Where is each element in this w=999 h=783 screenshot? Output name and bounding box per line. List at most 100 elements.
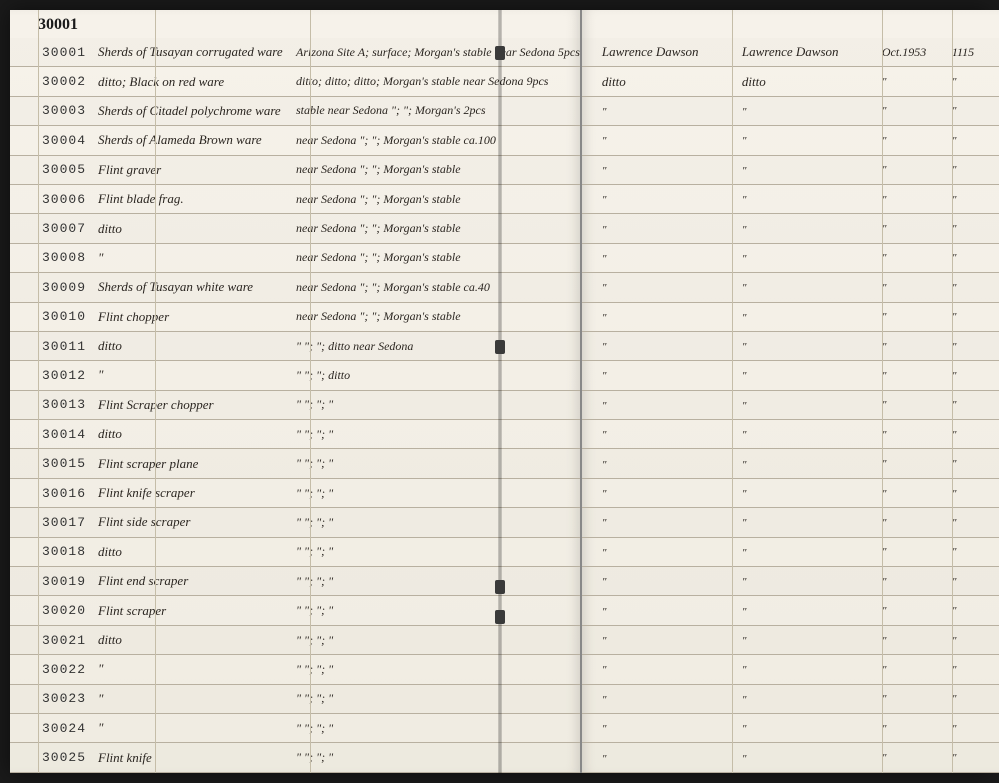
ledger-row: 30023 " " "; "; " [10,685,580,714]
row-collector: " [582,691,732,707]
ledger-row: " " " " [582,303,999,332]
row-date: " [882,662,952,677]
ledger-row: 30003 Sherds of Citadel polychrome ware … [10,97,580,126]
row-donor: " [732,103,882,119]
row-location: " "; "; " [290,603,580,618]
row-collector: " [582,221,732,237]
row-date: Oct.1953 [882,45,952,60]
row-collector: " [582,720,732,736]
ledger-row: 30007 ditto near Sedona "; "; Morgan's s… [10,214,580,243]
ledger-row: 30012 " " "; "; ditto [10,361,580,390]
ledger-row: 30015 Flint scraper plane " "; "; " [10,449,580,478]
binding-clip [495,340,505,354]
row-date: " [882,397,952,412]
row-collector: " [582,544,732,560]
column-rule [882,10,883,773]
row-number: " [952,280,999,295]
row-location: " "; "; ditto near Sedona [290,339,580,354]
ledger-row: 30006 Flint blade frag. near Sedona "; "… [10,185,580,214]
row-location: " "; "; " [290,662,580,677]
ledger-row: ditto ditto " " [582,67,999,96]
ledger-row: " " " " [582,273,999,302]
column-rule [38,10,39,773]
row-description: Flint chopper [90,309,290,325]
row-location: " "; "; " [290,397,580,412]
row-donor: " [732,661,882,677]
ledger-row: " " " " [582,449,999,478]
binding-clip [495,580,505,594]
row-collector: " [582,279,732,295]
ledger-row: 30024 " " "; "; " [10,714,580,743]
row-description: ditto [90,632,290,648]
ledger-row: 30005 Flint graver near Sedona "; "; Mor… [10,156,580,185]
row-id: 30022 [10,662,90,677]
ledger-row: 30018 ditto " "; "; " [10,538,580,567]
row-collector: Lawrence Dawson [582,44,732,60]
row-location: near Sedona "; "; Morgan's stable ca.40 [290,280,580,295]
row-date: " [882,691,952,706]
row-number: " [952,339,999,354]
row-location: " "; "; " [290,574,580,589]
row-collector: ditto [582,74,732,90]
row-donor: " [732,456,882,472]
row-id: 30007 [10,221,90,236]
row-number: " [952,750,999,765]
row-location: " "; "; " [290,691,580,706]
row-donor: " [732,338,882,354]
row-collector: " [582,367,732,383]
row-number: 1115 [952,45,999,60]
row-collector: " [582,426,732,442]
row-id: 30006 [10,192,90,207]
row-description: Flint graver [90,162,290,178]
row-number: " [952,397,999,412]
row-number: " [952,192,999,207]
ledger-row: " " " " [582,743,999,772]
row-donor: " [732,397,882,413]
row-number: " [952,309,999,324]
row-location: near Sedona "; "; Morgan's stable [290,221,580,236]
row-description: ditto [90,221,290,237]
column-rule [310,10,311,773]
row-collector: " [582,250,732,266]
row-donor: " [732,279,882,295]
ledger-row: 30004 Sherds of Alameda Brown ware near … [10,126,580,155]
row-number: " [952,221,999,236]
row-date: " [882,603,952,618]
row-id: 30023 [10,691,90,706]
row-number: " [952,133,999,148]
row-collector: " [582,603,732,619]
ledger-row: 30025 Flint knife " "; "; " [10,743,580,772]
row-date: " [882,221,952,236]
row-description: Sherds of Alameda Brown ware [90,132,290,148]
ledger-row: " " " " [582,508,999,537]
row-id: 30002 [10,74,90,89]
row-donor: " [732,603,882,619]
row-date: " [882,456,952,471]
column-rule [732,10,733,773]
right-page: Lawrence Dawson Lawrence Dawson Oct.1953… [582,10,999,773]
row-number: " [952,721,999,736]
row-collector: " [582,397,732,413]
row-donor: Lawrence Dawson [732,44,882,60]
row-date: " [882,427,952,442]
row-date: " [882,280,952,295]
ledger-row: Lawrence Dawson Lawrence Dawson Oct.1953… [582,38,999,67]
row-number: " [952,103,999,118]
row-donor: " [732,691,882,707]
row-description: " [90,250,290,266]
row-description: " [90,661,290,677]
row-id: 30018 [10,544,90,559]
row-number: " [952,662,999,677]
row-number: " [952,515,999,530]
row-description: Flint side scraper [90,514,290,530]
row-description: Flint knife scraper [90,485,290,501]
row-description: Sherds of Tusayan white ware [90,279,290,295]
ledger-row: " " " " [582,97,999,126]
row-location: " "; "; " [290,515,580,530]
row-id: 30004 [10,133,90,148]
row-id: 30014 [10,427,90,442]
row-donor: " [732,573,882,589]
ledger-row: 30002 ditto; Black on red ware ditto; di… [10,67,580,96]
ledger-row: 30016 Flint knife scraper " "; "; " [10,479,580,508]
ledger-row: " " " " [582,214,999,243]
